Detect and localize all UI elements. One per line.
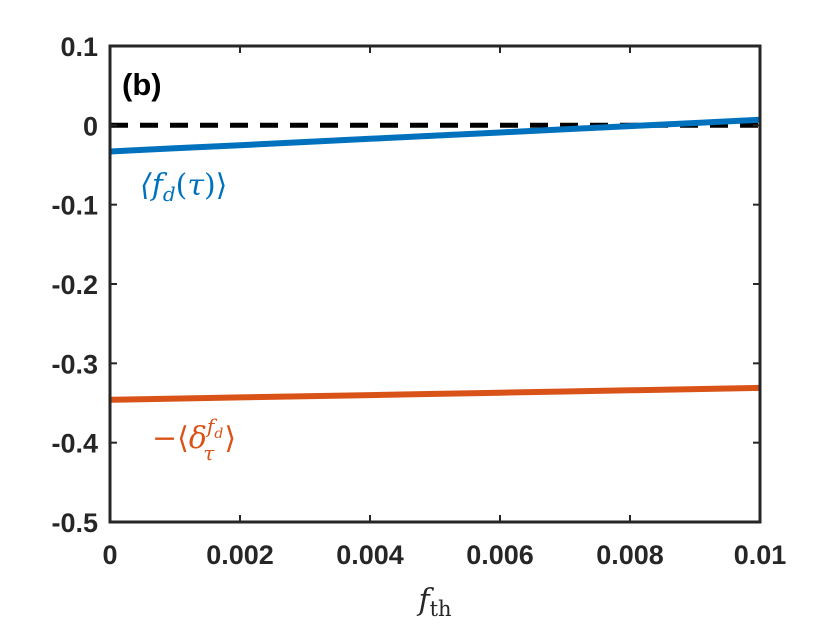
axis-ticks: 0 0.002 0.004 0.006 0.008 0.01 0.1 0 -0.1 -0.2 -0.… — [51, 32, 786, 570]
series-line-fd — [109, 116, 761, 155]
x-tick-label: 0.01 — [734, 540, 787, 570]
plot-marks — [109, 116, 761, 403]
panel-label: (b) — [122, 67, 162, 102]
series-label-delta: −⟨δfd τ ⟩ — [152, 414, 236, 465]
y-tick-label: -0.4 — [51, 429, 98, 459]
x-tick-label: 0.008 — [596, 540, 664, 570]
y-tick-label: -0.1 — [51, 191, 98, 221]
y-tick-label: -0.2 — [51, 270, 98, 300]
y-tick-label: -0.5 — [51, 508, 98, 538]
x-axis-label: fth — [416, 583, 451, 621]
x-tick-label: 0 — [102, 540, 117, 570]
x-tick-label: 0.002 — [206, 540, 274, 570]
y-tick-label: 0 — [83, 111, 98, 141]
series-label-fd: ⟨fd(τ)⟩ — [140, 168, 227, 206]
y-tick-label: 0.1 — [60, 32, 98, 62]
x-tick-label: 0.006 — [466, 540, 534, 570]
series-line-delta — [109, 384, 761, 403]
x-tick-label: 0.004 — [336, 540, 404, 570]
y-tick-label: -0.3 — [51, 349, 98, 379]
